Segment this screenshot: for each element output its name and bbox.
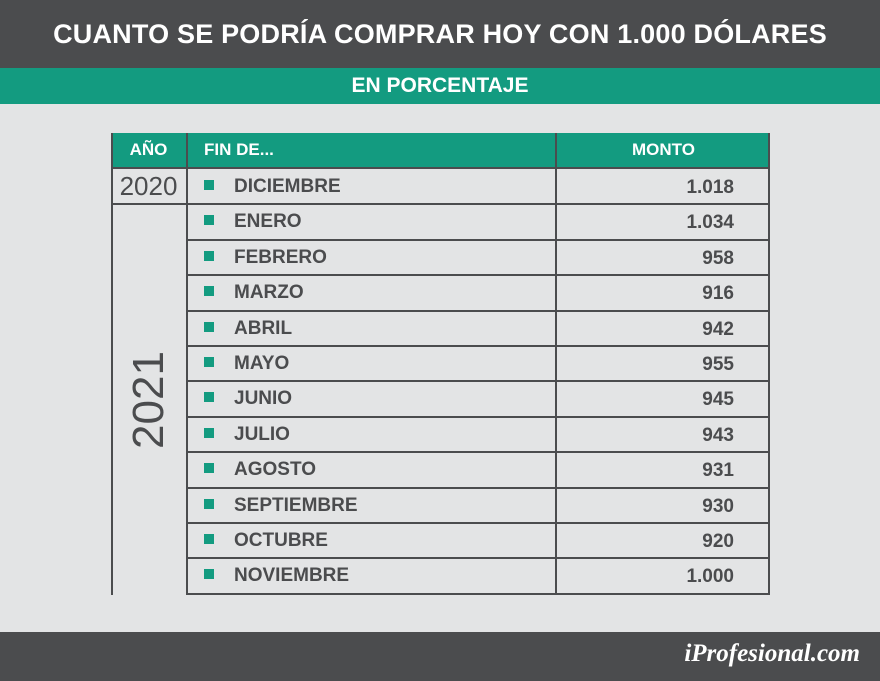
month-label: AGOSTO: [234, 459, 316, 481]
row-divider: [186, 274, 770, 276]
bullet-square-icon: [204, 286, 214, 297]
bullet-square-icon: [204, 498, 214, 509]
row-divider: [186, 522, 770, 524]
bullet-square-icon: [204, 321, 214, 332]
table-row: JUNIO 945: [188, 381, 770, 416]
amount-cell: 916: [557, 275, 764, 310]
row-divider: [186, 416, 770, 418]
month-label: ENERO: [234, 211, 302, 233]
table-row: OCTUBRE 920: [188, 523, 770, 558]
row-divider: [186, 380, 770, 382]
amount-value: 945: [702, 389, 734, 411]
row-divider: [186, 310, 770, 312]
footer: iProfesional.com: [0, 632, 880, 681]
month-label: DICIEMBRE: [234, 176, 341, 197]
amount-value: 931: [702, 460, 734, 482]
amount-cell: 945: [557, 381, 764, 416]
bullet-square-icon: [204, 569, 214, 580]
page-subtitle: EN PORCENTAJE: [0, 68, 880, 104]
amount-value: 943: [702, 424, 734, 446]
data-table: AÑO FIN DE... MONTO 2020 2021 DICIEMBRE 1…: [111, 133, 770, 595]
month-label: OCTUBRE: [234, 530, 328, 551]
amount-cell: 1.034: [557, 204, 764, 239]
year-label-2021-container: 2021: [111, 205, 186, 595]
amount-value: 916: [702, 283, 734, 305]
bullet-square-icon: [204, 357, 214, 367]
table-row: NOVIEMBRE 1.000: [188, 558, 770, 593]
row-divider: [186, 593, 770, 595]
row-divider: [186, 557, 770, 559]
bullet-square-icon: [204, 250, 214, 261]
amount-value: 1.018: [686, 177, 734, 198]
amount-value: 1.034: [686, 212, 734, 234]
bullet-square-icon: [204, 534, 214, 544]
amount-value: 930: [702, 495, 734, 517]
row-divider: [186, 487, 770, 489]
column-header-year: AÑO: [111, 133, 186, 167]
header-divider: [111, 167, 770, 169]
table-row: FEBRERO 958: [188, 240, 770, 275]
month-label: NOVIEMBRE: [234, 565, 350, 587]
row-divider: [186, 451, 770, 453]
month-label: FEBRERO: [234, 246, 327, 268]
table-row: DICIEMBRE 1.018: [188, 169, 770, 204]
table-row: JULIO 943: [188, 417, 770, 452]
amount-cell: 1.000: [557, 558, 764, 593]
month-label: JULIO: [234, 423, 290, 445]
amount-cell: 1.018: [557, 169, 764, 204]
table-row: MARZO 916: [188, 275, 770, 310]
bullet-square-icon: [204, 463, 214, 474]
amount-cell: 943: [557, 417, 764, 452]
column-header-amount: MONTO: [557, 133, 770, 167]
page-title: CUANTO SE PODRÍA COMPRAR HOY CON 1.000 D…: [0, 0, 880, 68]
table-row: SEPTIEMBRE 930: [188, 488, 770, 523]
amount-cell: 942: [557, 311, 764, 346]
table-row: MAYO 955: [188, 346, 770, 381]
column-header-month: FIN DE...: [188, 133, 555, 167]
amount-cell: 955: [557, 346, 764, 381]
bullet-square-icon: [204, 180, 214, 190]
table-right-border: [768, 133, 770, 595]
year-label-2020: 2020: [119, 171, 178, 201]
month-label: SEPTIEMBRE: [234, 494, 358, 516]
month-label: ABRIL: [234, 317, 293, 339]
amount-value: 942: [702, 318, 734, 340]
amount-cell: 958: [557, 240, 764, 275]
amount-value: 1.000: [686, 566, 734, 588]
year-label-2021: 2021: [123, 351, 173, 449]
bullet-square-icon: [204, 215, 214, 226]
amount-cell: 920: [557, 523, 764, 558]
month-label: JUNIO: [234, 388, 293, 410]
bullet-square-icon: [204, 427, 214, 438]
row-divider: [186, 345, 770, 347]
iprofesional-logo: iProfesional.com: [684, 640, 860, 667]
table-row: ABRIL 942: [188, 311, 770, 346]
amount-cell: 930: [557, 488, 764, 523]
amount-column-divider: [555, 133, 557, 595]
bullet-square-icon: [204, 392, 214, 403]
table-left-border: [111, 133, 113, 595]
year-column-divider: [186, 133, 188, 595]
table-row: ENERO 1.034: [188, 204, 770, 239]
amount-value: 955: [702, 354, 734, 375]
table-row: AGOSTO 931: [188, 452, 770, 487]
month-label: MAYO: [234, 353, 290, 374]
amount-cell: 931: [557, 452, 764, 487]
row-divider: [111, 203, 770, 205]
month-label: MARZO: [234, 282, 304, 304]
amount-value: 958: [702, 247, 734, 269]
amount-value: 920: [702, 531, 734, 552]
row-divider: [186, 239, 770, 241]
